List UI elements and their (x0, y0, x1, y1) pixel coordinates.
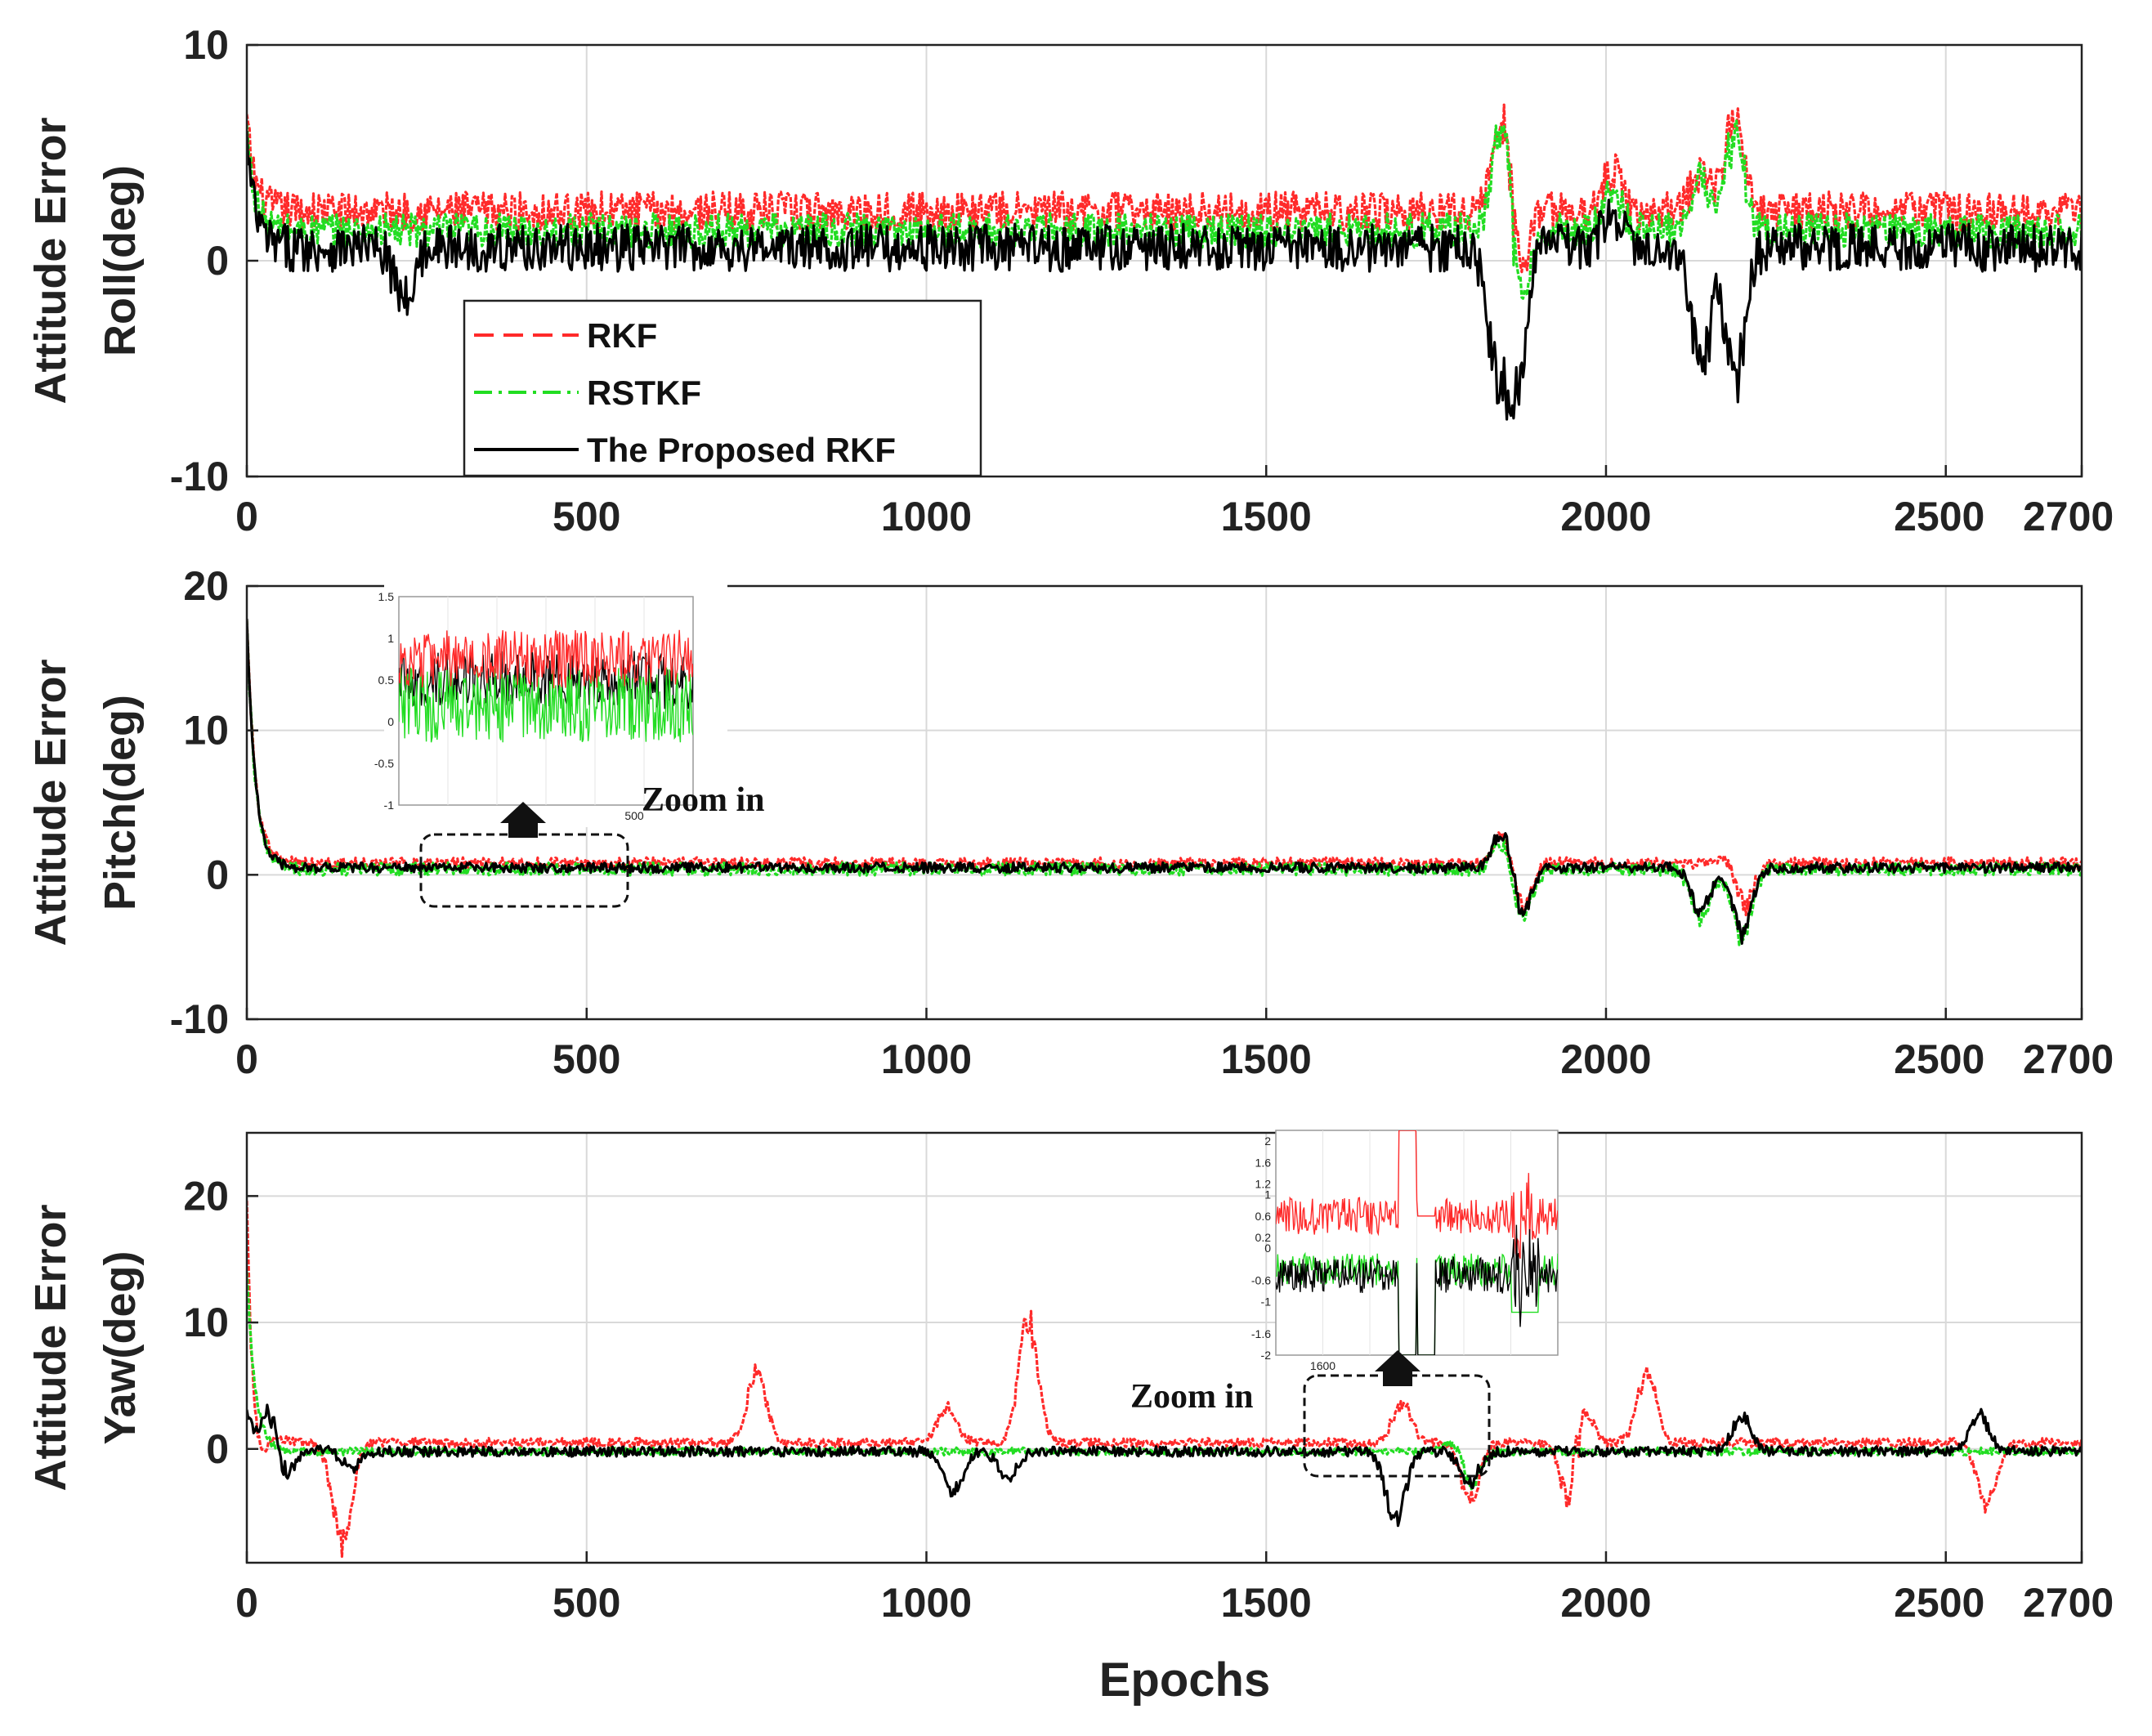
series-group (247, 103, 2082, 421)
x-tick-label: 1500 (1221, 1580, 1312, 1626)
zoom-annotation: Zoom in (642, 781, 765, 819)
inset-y-tick-label: 1 (387, 632, 394, 645)
panel-pitch: 0 500 1000 1500 2000 2500 270020100-10Attitude… (26, 563, 2114, 1082)
inset-y-tick-label: -0.6 (1251, 1273, 1271, 1286)
y-tick-label: 20 (183, 563, 229, 609)
y-axis-label-line2: Pitch(deg) (96, 695, 145, 911)
x-tick-label: 0 (235, 494, 258, 539)
inset-y-tick-label: 1.2 (1255, 1177, 1272, 1190)
x-tick-label: 1500 (1221, 1036, 1312, 1082)
inset-y-tick-label: 0.2 (1255, 1231, 1272, 1244)
inset-series-group (1276, 1130, 1558, 1355)
axes-frame (245, 584, 2083, 1021)
inset-x-tick-label: 1600 (1310, 1359, 1335, 1372)
y-tick-label: 10 (183, 1300, 229, 1345)
zoom-arrow-icon (1375, 1350, 1420, 1386)
inset-y-tick-label: -1 (384, 799, 395, 812)
inset-series-the-proposed-rkf (399, 651, 693, 709)
inset-y-tick-label: 0 (387, 715, 394, 728)
x-tick-label: 500 (553, 494, 620, 539)
x-tick-label: 2500 (1894, 1580, 1984, 1626)
y-tick-label: 10 (183, 708, 229, 754)
y-axis-label-line1: Attitude Error (26, 660, 75, 946)
x-tick-label: 2700 (2023, 1580, 2114, 1626)
inset-y-tick-label: 2 (1264, 1134, 1271, 1148)
x-tick-label: 1500 (1221, 494, 1312, 539)
x-tick-label: 0 (235, 1036, 258, 1082)
series-rkf-line (247, 103, 2082, 274)
y-tick-label: -10 (170, 454, 229, 499)
y-tick-label: -10 (170, 996, 229, 1042)
y-axis-label-line1: Attitude Error (26, 118, 75, 405)
series-the-proposed-rkf-line (247, 618, 2082, 945)
zoom-annotation: Zoom in (1130, 1378, 1254, 1416)
y-tick-label: 10 (183, 22, 229, 68)
legend-label: RKF (587, 316, 657, 355)
inset-series-the-proposed-rkf (1276, 1224, 1558, 1355)
x-axis-label: Epochs (1099, 1653, 1271, 1707)
legend: RKF RSTKF The Proposed RKF (463, 299, 982, 477)
x-tick-label: 1000 (881, 1580, 972, 1626)
legend-box (463, 299, 982, 477)
inset-series-rkf (399, 629, 693, 689)
inset-y-tick-label: 1.5 (378, 590, 395, 603)
inset-y-tick-label: -1 (1261, 1295, 1272, 1309)
series-rkf-line (247, 1200, 2082, 1558)
inset-y-tick-label: 0.6 (1255, 1210, 1272, 1223)
inset-series-rstkf (399, 667, 693, 743)
x-tick-label: 2500 (1894, 1036, 1984, 1082)
x-tick-label: 2700 (2023, 494, 2114, 539)
plot-area-yaw (247, 1133, 2082, 1563)
inset-y-tick-label: -2 (1261, 1349, 1272, 1362)
y-tick-label: 0 (206, 238, 229, 284)
x-tick-label: 2000 (1560, 1036, 1651, 1082)
legend-label: RSTKF (587, 374, 701, 412)
x-tick-label: 2000 (1560, 494, 1651, 539)
y-axis-label-line2: Yaw(deg) (96, 1251, 145, 1444)
axes-frame (245, 1131, 2083, 1564)
inset-y-tick-label: -0.5 (374, 757, 394, 770)
x-tick-label: 2700 (2023, 1036, 2114, 1082)
x-tick-label: 0 (235, 1580, 258, 1626)
series-group (247, 618, 2082, 946)
inset-y-tick-label: 1 (1264, 1188, 1271, 1201)
y-tick-label: 20 (183, 1173, 229, 1219)
inset-series-group (399, 629, 693, 743)
inset-x-tick-label: 500 (624, 809, 644, 822)
x-tick-label: 500 (553, 1580, 620, 1626)
x-tick-label: 2500 (1894, 494, 1984, 539)
y-tick-label: 0 (206, 1426, 229, 1472)
legend-label: The Proposed RKF (587, 431, 896, 469)
inset-yaw: 2 1.6 1.21 0.6 0.20 -0.6 -1 -1.6 -2 1600 Zoom in (1130, 1130, 1559, 1478)
y-tick-label: 0 (206, 852, 229, 897)
zoom-arrow-icon (500, 802, 546, 838)
series-group (247, 1200, 2082, 1558)
series-the-proposed-rkf-line (247, 131, 2082, 421)
x-tick-label: 500 (553, 1036, 620, 1082)
zoom-region-box (419, 833, 629, 908)
y-axis-label-line1: Attitude Error (26, 1205, 75, 1492)
x-tick-label: 1000 (881, 494, 972, 539)
inset-series-rkf (1276, 1130, 1558, 1259)
y-axis-label-line2: Roll(deg) (96, 165, 145, 356)
inset-y-tick-label: 0 (1264, 1242, 1271, 1255)
inset-y-tick-label: 1.6 (1255, 1156, 1272, 1169)
x-tick-label: 2000 (1560, 1580, 1651, 1626)
x-tick-label: 1000 (881, 1036, 972, 1082)
inset-y-tick-label: 0.5 (378, 673, 395, 687)
series-the-proposed-rkf-line (247, 1403, 2082, 1528)
inset-y-tick-label: -1.6 (1251, 1327, 1271, 1340)
